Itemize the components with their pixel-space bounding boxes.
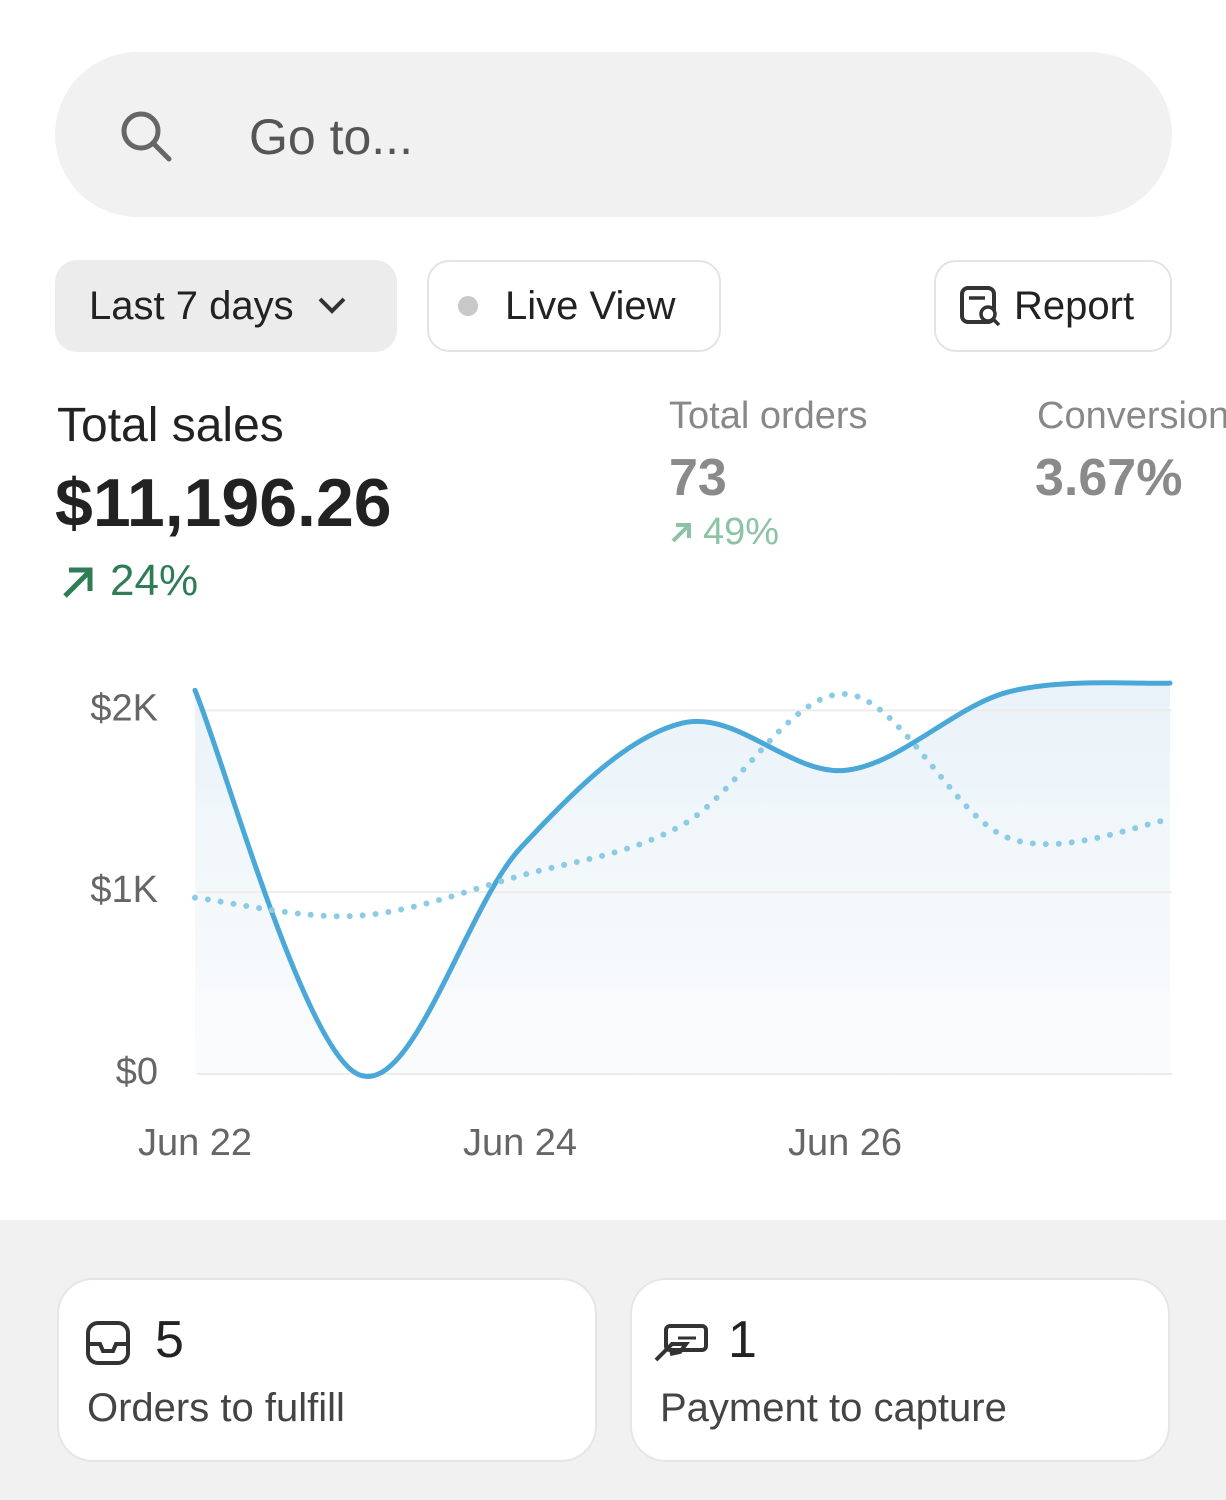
area-fill [195, 682, 1170, 1077]
y-tick-label: $0 [116, 1051, 158, 1093]
sales-chart: $0 $1K $2K Jun 22 Jun 24 Jun 26 [90, 680, 1173, 1164]
payment-card[interactable]: 1 Payment to capture [630, 1278, 1170, 1462]
live-view-label: Live View [505, 283, 676, 328]
metric-label: Total sales [57, 399, 284, 452]
card-label: Orders to fulfill [87, 1386, 345, 1430]
x-tick-label: Jun 22 [138, 1122, 252, 1164]
search-placeholder: Go to... [249, 109, 413, 165]
trend-up-icon [671, 523, 691, 543]
metric-change: 49% [703, 511, 780, 553]
date-range-button[interactable]: Last 7 days [55, 260, 397, 352]
report-label: Report [1014, 283, 1135, 328]
comparison-line [192, 690, 1173, 920]
x-tick-label: Jun 26 [788, 1122, 902, 1164]
y-tick-label: $2K [90, 687, 158, 729]
card-label: Payment to capture [660, 1386, 1007, 1430]
status-dot [458, 296, 478, 316]
cash-icon [654, 1324, 708, 1362]
live-view-button[interactable]: Live View [427, 260, 721, 352]
metric-value: $11,196.26 [55, 465, 392, 541]
metric-value: 73 [669, 449, 727, 507]
metric-change: 24% [110, 556, 199, 605]
report-button[interactable]: Report [934, 260, 1172, 352]
y-tick-label: $1K [90, 869, 158, 911]
search-bar[interactable]: Go to... [55, 52, 1172, 217]
sales-line [192, 680, 1173, 1079]
date-range-label: Last 7 days [89, 283, 294, 328]
card-count: 5 [155, 1311, 184, 1369]
search-icon [121, 111, 172, 162]
chevron-icon [318, 297, 345, 314]
metric-label: Total orders [669, 395, 868, 437]
metric-label: Conversion [1037, 395, 1226, 437]
x-tick-label: Jun 24 [463, 1122, 577, 1164]
metric-value: 3.67% [1035, 449, 1183, 507]
inbox-icon [86, 1321, 130, 1365]
card-count: 1 [728, 1311, 757, 1369]
orders-card[interactable]: 5 Orders to fulfill [57, 1278, 597, 1462]
report-icon [960, 286, 1001, 327]
trend-up-icon [63, 567, 93, 598]
